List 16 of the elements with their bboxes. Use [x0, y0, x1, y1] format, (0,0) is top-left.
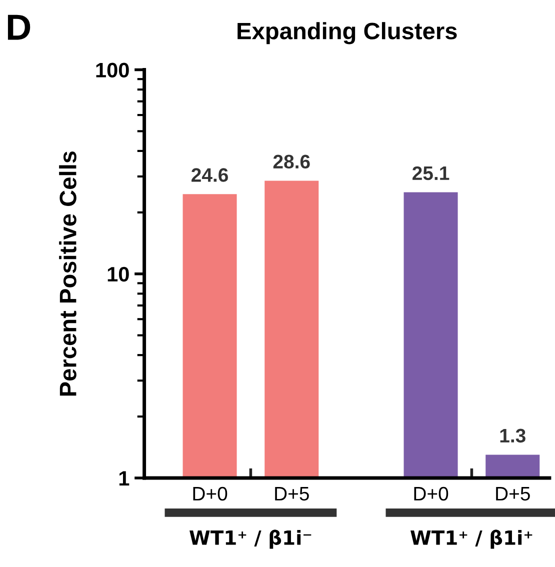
data-label: 24.6 [192, 168, 228, 182]
x-tick-label: D+0 [193, 486, 228, 501]
y-tick-label: 1 [119, 471, 130, 486]
x-tick-label: D+5 [496, 487, 530, 501]
data-label: 1.3 [500, 428, 526, 443]
data-label: 28.6 [273, 154, 310, 169]
chart-title: Expanding Clusters [238, 22, 457, 44]
text: WT1⁺ / β1i⁺ [410, 530, 532, 549]
data-label: 25.1 [412, 166, 450, 180]
x-tick-label: D+5 [275, 487, 309, 501]
y-tick-label: 10 [108, 266, 129, 282]
y-tick-label: 100 [96, 62, 129, 78]
text: D [8, 14, 30, 40]
text: WT1⁺ / β1i⁻ [190, 530, 312, 549]
x-tick-label: D+0 [414, 486, 448, 501]
y-axis-title: Percent Positive Cells [59, 151, 76, 396]
